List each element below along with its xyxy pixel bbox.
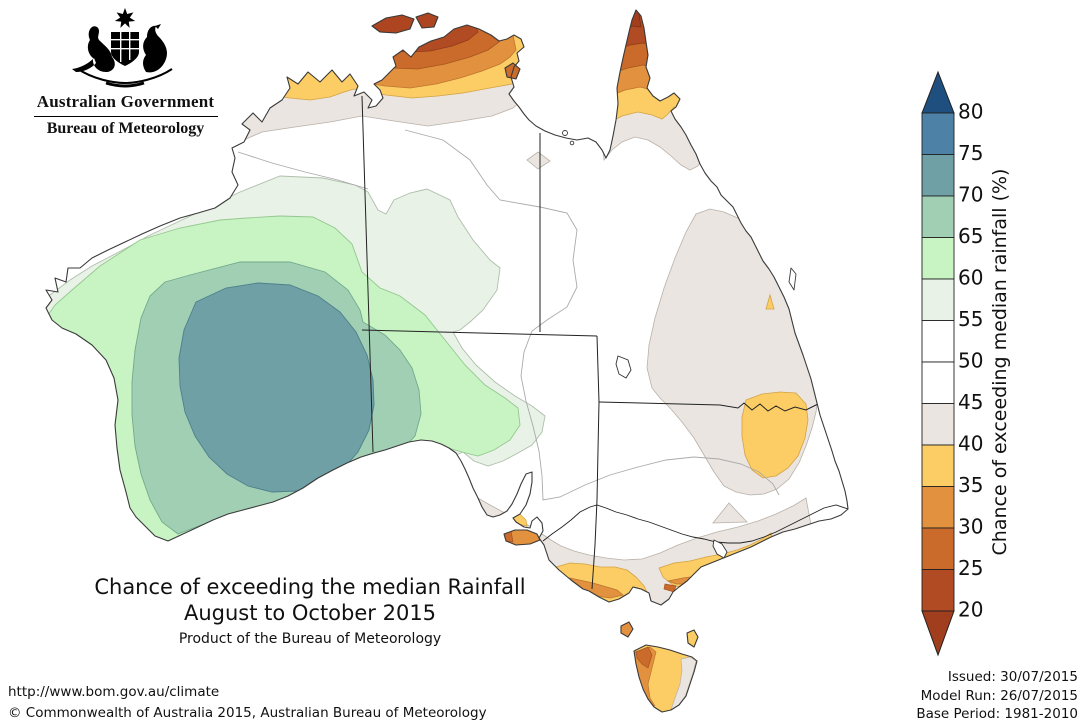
legend-seg-70-75	[921, 154, 955, 197]
coastline-wellesley-a	[562, 130, 568, 136]
legend-tick: 20	[958, 598, 983, 622]
coastline-tiwi-islands	[371, 12, 439, 34]
map-title-block: Chance of exceeding the median Rainfall …	[60, 574, 560, 648]
coastline-tasmania	[633, 644, 698, 713]
legend-tick: 40	[958, 432, 983, 456]
map-region-viceast-25-30-b	[684, 586, 697, 595]
border-wa	[361, 95, 374, 453]
legend-seg-30-35	[921, 486, 955, 529]
coat-of-arms	[18, 6, 233, 88]
border-qld-nsw	[598, 401, 823, 412]
legend-seg-40-45	[921, 403, 955, 446]
legend-seg-55-60	[921, 278, 955, 321]
map-region-tas-25-30	[635, 646, 653, 669]
legend-tick: 50	[958, 349, 983, 373]
legend-tick: 80	[958, 100, 983, 124]
map-contour-line-north	[237, 151, 369, 190]
legend-tick: 45	[958, 390, 983, 414]
map-product-note: Product of the Bureau of Meteorology	[178, 630, 442, 647]
legend-colorbar: 80 75 70 65 60 55 50 45 40 35 30 25 20 C…	[921, 70, 1011, 657]
map-title: Chance of exceeding the median Rainfall	[94, 575, 526, 599]
scroll-banner	[105, 81, 145, 88]
coastlines	[45, 9, 849, 713]
legend-seg-50-55	[921, 320, 955, 363]
legend-tick: 60	[958, 266, 983, 290]
legend-axis-label: Chance of exceeding median rainfall (%)	[989, 169, 1011, 556]
coastline-mainland	[45, 9, 849, 606]
border-nt-sa	[361, 329, 598, 337]
legend-tick: 70	[958, 183, 983, 207]
logo-agency-text: Bureau of Meteorology	[46, 120, 205, 137]
map-region-nt-beige-spot	[526, 151, 551, 170]
map-period: August to October 2015	[183, 601, 437, 626]
legend-seg-35-40	[921, 444, 955, 487]
map-region-nsw-beige-spot	[712, 502, 748, 524]
footer-base-period: Base Period: 1981-2010	[916, 706, 1078, 723]
coastline-groote	[504, 62, 521, 80]
map-region-capeyork-35-40	[606, 10, 698, 125]
coastline-king-island	[620, 621, 634, 638]
legend-tick-labels: 80 75 70 65 60 55 50 45 40 35 30 25 20	[958, 100, 983, 622]
commonwealth-star-icon	[114, 8, 136, 28]
footer-copyright: © Commonwealth of Australia 2015, Austra…	[8, 704, 487, 721]
legend-tick: 30	[958, 515, 983, 539]
legend-tick: 25	[958, 556, 983, 580]
legend-tick: 35	[958, 473, 983, 497]
coat-of-arms-graphic	[72, 8, 173, 88]
state-borders	[361, 95, 848, 590]
map-region-king-island-30-35	[620, 621, 634, 638]
kangaroo-icon	[72, 26, 115, 72]
coastline-flinders-island	[686, 629, 699, 648]
footer-right: Issued: 30/07/2015 Model Run: 26/07/2015…	[916, 668, 1078, 724]
footer-left: http://www.bom.gov.au/climate © Commonwe…	[8, 682, 487, 724]
wattle-branches	[77, 68, 173, 85]
legend-seg-20-25	[921, 569, 955, 612]
footer-issued: Issued: 30/07/2015	[947, 669, 1078, 685]
border-sa-qld-nsw	[591, 335, 600, 590]
legend-seg-65-70	[921, 195, 955, 238]
emu-icon	[143, 24, 168, 73]
footer-model-run: Model Run: 26/07/2015	[920, 687, 1078, 704]
border-murray-river	[542, 504, 848, 544]
coastline-wellesley-b	[569, 140, 575, 146]
legend-arrow-below-20	[921, 610, 955, 657]
legend-seg-60-65	[921, 237, 955, 280]
coastline-fraser-island	[788, 267, 797, 291]
shield-grid	[111, 32, 139, 62]
legend-tick: 75	[958, 141, 983, 165]
map-region-seqld-35-40	[741, 391, 809, 479]
logo-government-text: Australian Government	[36, 92, 215, 111]
bom-logo-block: Australian Government Bureau of Meteorol…	[18, 6, 233, 138]
legend-arrow-above-80	[921, 70, 955, 114]
footer-url: http://www.bom.gov.au/climate	[8, 684, 220, 700]
coastline-kangaroo-island	[503, 529, 541, 546]
legend-tick: 55	[958, 307, 983, 331]
legend-tick: 65	[958, 224, 983, 248]
legend-seg-75-80	[921, 112, 955, 155]
lake-eyre	[615, 355, 632, 379]
legend-seg-45-50	[921, 361, 955, 404]
coat-of-arms-shapes	[72, 8, 173, 88]
logo-divider	[33, 116, 218, 117]
legend-seg-25-30	[921, 527, 955, 570]
map-region-qld-gold-spot	[765, 293, 775, 310]
